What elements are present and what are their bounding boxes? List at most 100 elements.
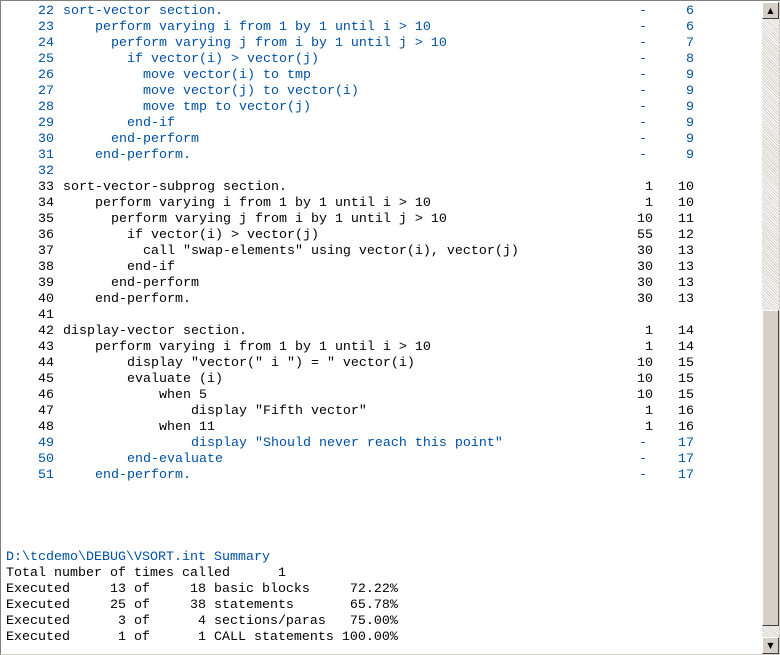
line-number: 47 bbox=[38, 404, 54, 419]
block-number: 7 bbox=[686, 36, 694, 51]
block-number: 11 bbox=[678, 212, 694, 227]
source-code: move vector(i) to tmp bbox=[63, 68, 311, 83]
line-number: 29 bbox=[38, 116, 54, 131]
listing-row: 31 end-perform. - 9 bbox=[1, 148, 761, 164]
listing-row: 45 evaluate (i) 10 15 bbox=[1, 372, 761, 388]
execution-count: - bbox=[639, 452, 647, 467]
listing-row: 23 perform varying i from 1 by 1 until i… bbox=[1, 20, 761, 36]
source-code: call "swap-elements" using vector(i), ve… bbox=[63, 244, 519, 259]
listing-row: 40 end-perform. 30 13 bbox=[1, 292, 761, 308]
line-number: 33 bbox=[38, 180, 54, 195]
listing-row: 24 perform varying j from i by 1 until j… bbox=[1, 36, 761, 52]
execution-count: - bbox=[639, 148, 647, 163]
listing-row: 34 perform varying i from 1 by 1 until i… bbox=[1, 196, 761, 212]
execution-count: 1 bbox=[645, 324, 653, 339]
execution-count: - bbox=[639, 52, 647, 67]
source-code: when 5 bbox=[63, 388, 207, 403]
block-number: 12 bbox=[678, 228, 694, 243]
source-code: end-perform bbox=[63, 276, 199, 291]
source-code: if vector(i) > vector(j) bbox=[63, 228, 319, 243]
summary-line-basic-blocks: Executed 13 of 18 basic blocks 72.22% bbox=[6, 582, 398, 597]
execution-count: - bbox=[639, 436, 647, 451]
execution-count: - bbox=[639, 68, 647, 83]
line-number: 39 bbox=[38, 276, 54, 291]
scroll-up-arrow-icon[interactable]: ▲ bbox=[762, 2, 779, 19]
block-number: 13 bbox=[678, 244, 694, 259]
execution-count: - bbox=[639, 100, 647, 115]
execution-count: - bbox=[639, 4, 647, 19]
line-number: 36 bbox=[38, 228, 54, 243]
listing-row: 28 move tmp to vector(j) - 9 bbox=[1, 100, 761, 116]
source-code: move tmp to vector(j) bbox=[63, 100, 311, 115]
block-number: 15 bbox=[678, 388, 694, 403]
source-code: perform varying j from i by 1 until j > … bbox=[63, 36, 447, 51]
source-code: sort-vector-subprog section. bbox=[63, 180, 287, 195]
listing-row: 33 sort-vector-subprog section. 1 10 bbox=[1, 180, 761, 196]
scrollbar-thumb[interactable] bbox=[762, 310, 779, 626]
vertical-scrollbar[interactable]: ▲ ▼ bbox=[762, 2, 779, 654]
source-code: end-perform. bbox=[63, 292, 191, 307]
listing-row: 49 display "Should never reach this poin… bbox=[1, 436, 761, 452]
block-number: 15 bbox=[678, 372, 694, 387]
source-code: perform varying i from 1 by 1 until i > … bbox=[63, 340, 431, 355]
source-code: display "vector(" i ") = " vector(i) bbox=[63, 356, 415, 371]
source-listing: 22 sort-vector section. -6 23 perform varyi… bbox=[1, 4, 761, 484]
source-code: end-evaluate bbox=[63, 452, 223, 467]
execution-count: 1 bbox=[645, 196, 653, 211]
execution-count: - bbox=[639, 468, 647, 483]
execution-count: 10 bbox=[637, 212, 653, 227]
summary-line-sections: Executed 3 of 4 sections/paras 75.00% bbox=[6, 614, 398, 629]
listing-row: 30 end-perform - 9 bbox=[1, 132, 761, 148]
listing-row: 42 display-vector section. 1 14 bbox=[1, 324, 761, 340]
line-number: 28 bbox=[38, 100, 54, 115]
source-code: when 11 bbox=[63, 420, 215, 435]
block-number: 17 bbox=[678, 468, 694, 483]
line-number: 40 bbox=[38, 292, 54, 307]
listing-row: 43 perform varying i from 1 by 1 until i… bbox=[1, 340, 761, 356]
block-number: 9 bbox=[686, 84, 694, 99]
source-code: if vector(i) > vector(j) bbox=[63, 52, 319, 67]
execution-count: - bbox=[639, 84, 647, 99]
line-number: 38 bbox=[38, 260, 54, 275]
listing-row: 36 if vector(i) > vector(j) 55 12 bbox=[1, 228, 761, 244]
source-code: display "Fifth vector" bbox=[63, 404, 367, 419]
block-number: 9 bbox=[686, 68, 694, 83]
listing-row: 25 if vector(i) > vector(j) - 8 bbox=[1, 52, 761, 68]
block-number: 9 bbox=[686, 148, 694, 163]
summary-line-times-called: Total number of times called 1 bbox=[6, 566, 286, 581]
scroll-down-arrow-icon[interactable]: ▼ bbox=[762, 637, 779, 654]
execution-count: 1 bbox=[645, 404, 653, 419]
execution-count: 30 bbox=[637, 260, 653, 275]
listing-row: 46 when 5 10 15 bbox=[1, 388, 761, 404]
execution-count: 1 bbox=[645, 180, 653, 195]
block-number: 9 bbox=[686, 132, 694, 147]
block-number: 8 bbox=[686, 52, 694, 67]
block-number: 16 bbox=[678, 420, 694, 435]
execution-count: - bbox=[639, 116, 647, 131]
summary-title: D:\tcdemo\DEBUG\VSORT.int Summary bbox=[6, 550, 270, 565]
source-code: display "Should never reach this point" bbox=[63, 436, 503, 451]
execution-count: 10 bbox=[637, 388, 653, 403]
execution-count: 30 bbox=[637, 244, 653, 259]
source-code: end-perform. bbox=[63, 148, 191, 163]
block-number: 15 bbox=[678, 356, 694, 371]
block-number: 6 bbox=[686, 4, 694, 19]
listing-row: 51 end-perform. - 17 bbox=[1, 468, 761, 484]
execution-count: 30 bbox=[637, 292, 653, 307]
coverage-summary: D:\tcdemo\DEBUG\VSORT.int Summary Total … bbox=[6, 550, 398, 646]
source-code: evaluate (i) bbox=[63, 372, 223, 387]
line-number: 42 bbox=[38, 324, 54, 339]
line-number: 23 bbox=[38, 20, 54, 35]
listing-row: 35 perform varying j from i by 1 until j… bbox=[1, 212, 761, 228]
listing-row: 48 when 11 1 16 bbox=[1, 420, 761, 436]
listing-row: 29 end-if - 9 bbox=[1, 116, 761, 132]
block-number: 10 bbox=[678, 196, 694, 211]
line-number: 30 bbox=[38, 132, 54, 147]
block-number: 9 bbox=[686, 116, 694, 131]
execution-count: 10 bbox=[637, 356, 653, 371]
line-number: 22 bbox=[38, 4, 54, 19]
source-code: perform varying i from 1 by 1 until i > … bbox=[63, 20, 431, 35]
summary-line-statements: Executed 25 of 38 statements 65.78% bbox=[6, 598, 398, 613]
block-number: 14 bbox=[678, 324, 694, 339]
source-code: sort-vector section. bbox=[63, 4, 223, 19]
